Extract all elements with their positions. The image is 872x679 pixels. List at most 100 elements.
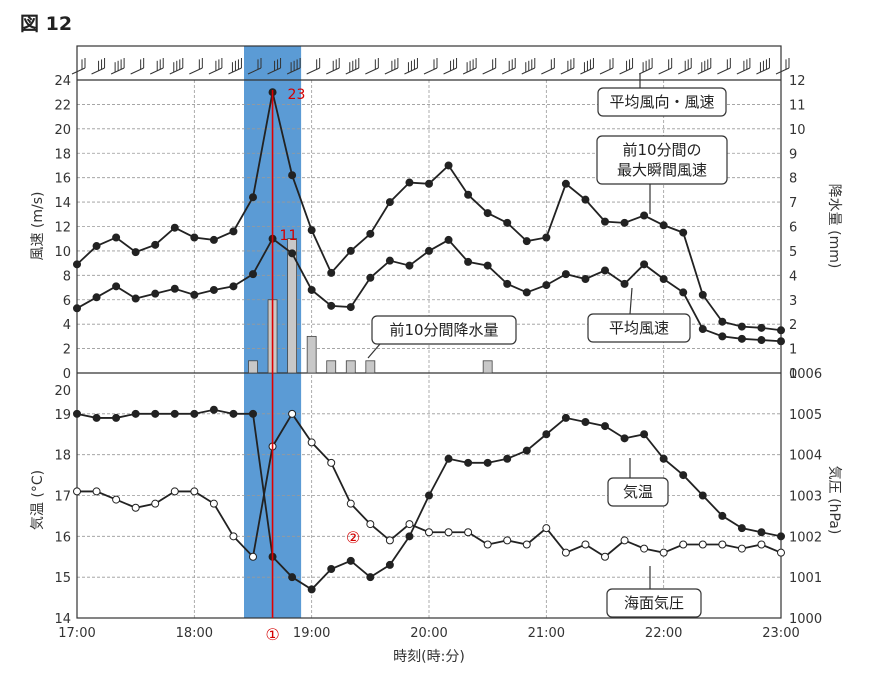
wind-barb-icon (169, 58, 184, 75)
wind-barb-icon (189, 58, 203, 75)
sea-level-pressure-point (112, 495, 121, 504)
y-tick-label-precip: 11 (789, 98, 806, 113)
temperature-point (151, 409, 160, 418)
y-tick-label-pressure: 1005 (789, 408, 822, 423)
x-axis-title: 時刻(時:分) (393, 649, 465, 665)
mean-wind-point (92, 293, 101, 302)
wind-barb-icon (286, 58, 301, 75)
temperature-point (405, 532, 414, 541)
wind-barb-icon (756, 58, 770, 75)
sea-level-pressure-point (679, 540, 688, 549)
sea-level-pressure-point (405, 520, 414, 529)
sea-level-pressure-point (659, 548, 668, 557)
y-tick-label-precip: 8 (789, 172, 797, 187)
precip-bar (287, 238, 298, 374)
wind-barb-icon (775, 58, 790, 75)
y-tick-label-precip: 5 (789, 245, 797, 260)
max-gust-point (385, 198, 394, 207)
temperature-point (209, 405, 218, 414)
mean-wind-point (561, 270, 570, 279)
wind-barb-icon (658, 58, 673, 75)
wind-barb-icon (228, 58, 242, 75)
max-gust-point (151, 240, 160, 249)
wind-barb-icon (267, 58, 282, 75)
label-11: 11 (280, 228, 298, 244)
max-gust-point (229, 227, 238, 236)
sea-level-pressure-point (561, 548, 570, 557)
max-gust-point (366, 229, 375, 238)
sea-level-pressure-point (522, 540, 531, 549)
mean-wind-point (385, 256, 394, 265)
sea-level-pressure-point (327, 458, 336, 467)
y-tick-label-wind: 10 (54, 245, 71, 260)
temperature-point (679, 471, 688, 480)
wind-barb-icon (110, 58, 125, 75)
temperature-point (366, 573, 375, 582)
temperature-point (131, 409, 140, 418)
temperature-point (425, 491, 433, 500)
mean-wind-point (366, 273, 375, 282)
sea-level-pressure-point (464, 528, 473, 537)
mean-wind-point (346, 303, 355, 312)
callout-precip: 前10分間降水量 (367, 315, 517, 359)
temperature-point (698, 491, 707, 500)
wind-barb-icon (71, 58, 86, 75)
y-tick-label-pressure: 1001 (789, 571, 822, 586)
precip-bar (326, 360, 337, 374)
temperature-point (620, 434, 629, 443)
mean-wind-point (757, 336, 766, 345)
callout-wind-dir-text: 平均風向・風速 (609, 93, 714, 111)
mean-wind-point (659, 274, 668, 283)
temperature-point (112, 413, 121, 422)
mean-wind-point (229, 282, 238, 291)
sea-level-pressure-point (698, 540, 707, 549)
y-tick-label-wind: 14 (54, 196, 71, 211)
callout-temp: 気温 (607, 458, 669, 507)
wind-barb-icon (150, 58, 164, 75)
y-axis-title-pressure: 気圧 (hPa) (826, 466, 842, 535)
temperature-point (737, 524, 746, 533)
max-gust-point (718, 317, 727, 326)
temperature-point (503, 454, 512, 463)
y-tick-label-precip: 12 (789, 74, 806, 89)
callout-mean-wind-box (587, 313, 691, 343)
temperature-point (92, 413, 101, 422)
callout-max-gust-box (596, 135, 728, 185)
y-tick-label-precip: 1 (789, 343, 797, 358)
wind-barb-icon (130, 58, 145, 75)
wind-barb-icon (345, 58, 360, 75)
y-tick-label-wind: 2 (63, 343, 71, 358)
wind-barb-icon (326, 58, 340, 75)
mean-wind-point (131, 294, 140, 303)
max-gust-point (327, 268, 336, 277)
y-tick-label-precip: 6 (789, 221, 797, 236)
callout-mean-wind-text: 平均風速 (609, 319, 669, 337)
callout-wind-dir: 平均風向・風速 (597, 74, 727, 117)
mean-wind-point (777, 337, 785, 346)
max-gust-point (464, 190, 473, 199)
mean-wind-point (112, 282, 121, 291)
x-tick-label: 18:00 (176, 626, 213, 641)
mean-wind-point (151, 289, 160, 298)
callout-pressure: 海面気圧 (606, 566, 702, 618)
y-tick-label-wind: 6 (63, 294, 71, 309)
temperature-point (757, 528, 766, 537)
x-tick-label: 20:00 (410, 626, 447, 641)
sea-level-pressure-point (777, 548, 785, 557)
wind-barb-icon (365, 58, 379, 75)
max-gust-point (581, 195, 590, 204)
max-gust-point (112, 233, 121, 242)
wind-barb-icon (423, 58, 438, 75)
temperature-point (73, 409, 81, 418)
mean-wind-point (249, 270, 257, 279)
y-axis-title-precip: 降水量 (mm) (826, 184, 842, 269)
callout-mean-wind: 平均風速 (587, 287, 691, 343)
temperature-point (464, 458, 473, 467)
mean-wind-point (483, 261, 492, 270)
callout-pressure-box (606, 588, 702, 618)
sea-level-pressure-point (757, 540, 766, 549)
max-gust-point (640, 211, 649, 220)
sea-level-pressure-point (73, 487, 81, 496)
